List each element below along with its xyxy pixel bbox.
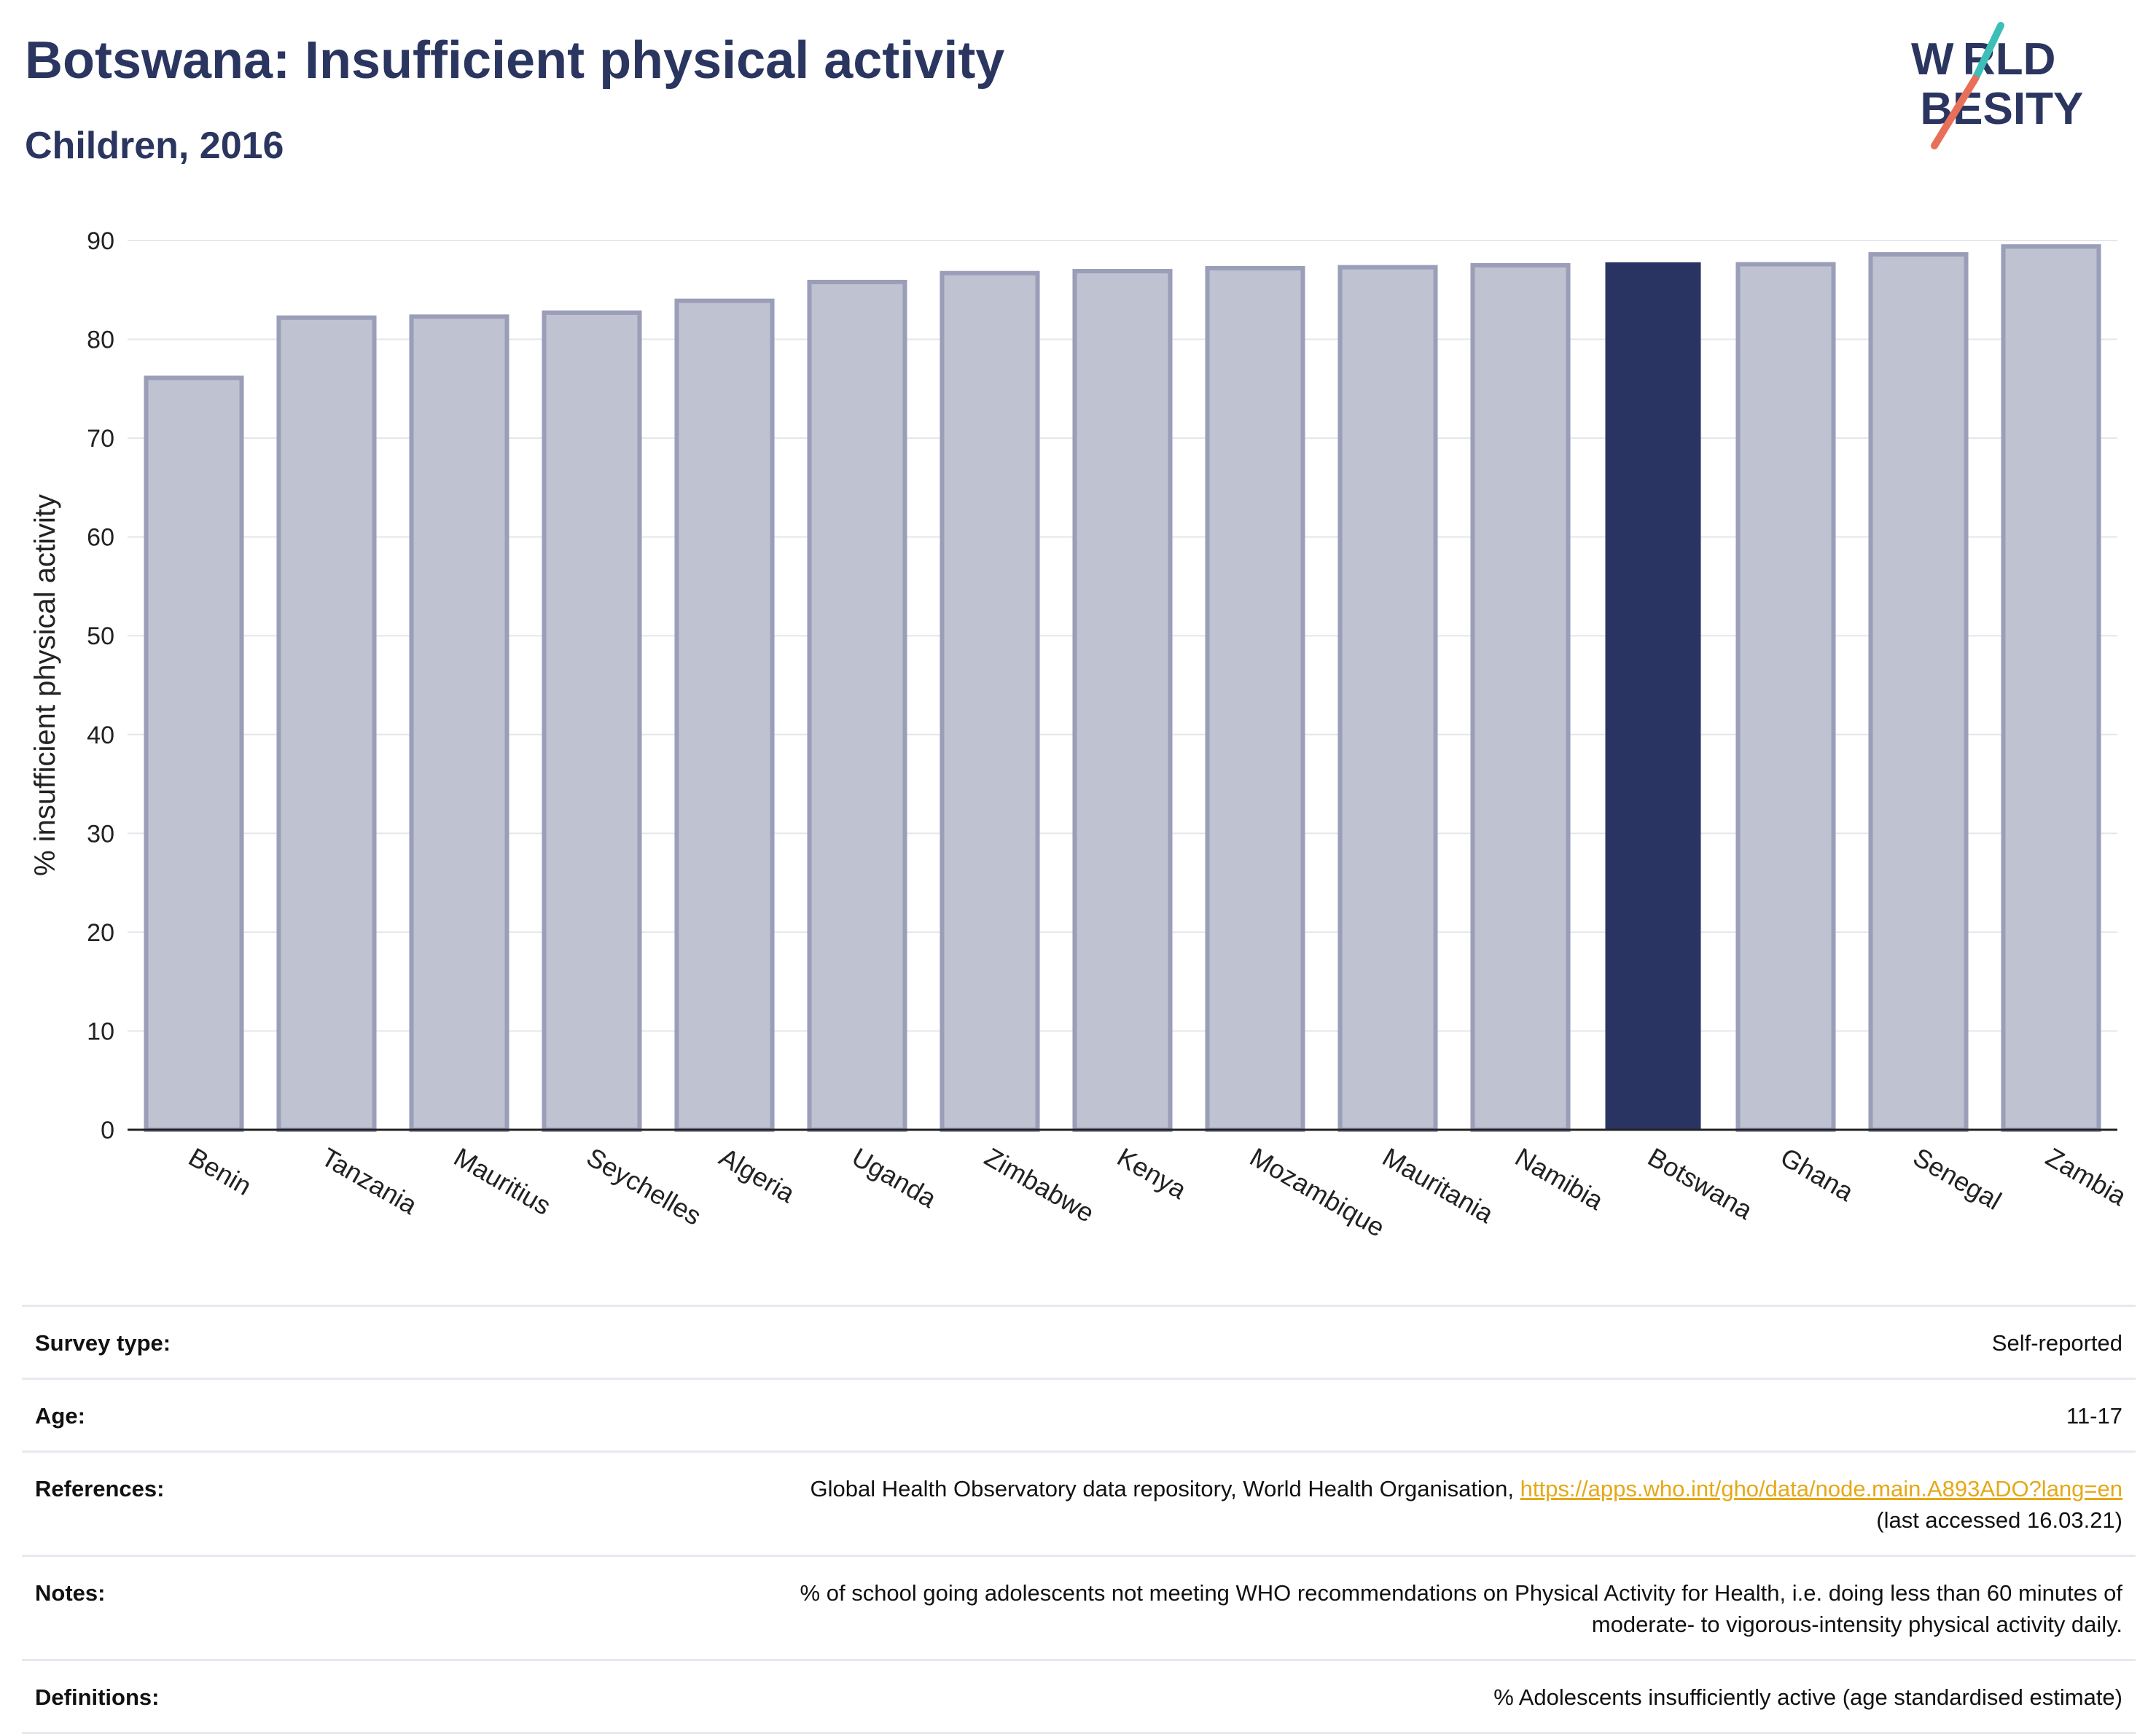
bar-tanzania bbox=[276, 315, 377, 1133]
info-row-references: References: Global Health Observatory da… bbox=[22, 1450, 2136, 1555]
x-tick-label: Mauritania bbox=[1378, 1141, 1499, 1229]
bar-uganda bbox=[807, 279, 907, 1132]
info-row-survey-type: Survey type: Self-reported bbox=[22, 1305, 2136, 1378]
chart-title: Botswana: Insufficient physical activity bbox=[25, 31, 1005, 90]
bar-zimbabwe bbox=[940, 270, 1040, 1133]
x-tick-label: Seychelles bbox=[582, 1141, 706, 1231]
logo-slash-teal bbox=[1972, 22, 2004, 82]
x-tick-label: Kenya bbox=[1112, 1141, 1192, 1205]
survey-type-value: Self-reported bbox=[1991, 1330, 2122, 1356]
info-row-notes: Notes: % of school going adolescents not… bbox=[22, 1555, 2136, 1659]
bar-namibia bbox=[1470, 262, 1571, 1132]
logo-line2: BESITY bbox=[1911, 84, 2083, 134]
y-tick-label: 90 bbox=[87, 227, 114, 255]
references-text: Global Health Observatory data repositor… bbox=[810, 1476, 1520, 1501]
age-value: 11-17 bbox=[2066, 1403, 2122, 1429]
x-tick-label: Namibia bbox=[1510, 1141, 1609, 1216]
y-tick-label: 70 bbox=[87, 425, 114, 453]
bar-algeria bbox=[674, 298, 775, 1133]
bar-ghana bbox=[1735, 262, 1836, 1133]
bar-mozambique bbox=[1205, 265, 1305, 1132]
logo-slash-coral bbox=[1931, 75, 1979, 149]
x-tick-label: Tanzania bbox=[316, 1141, 423, 1220]
age-label: Age: bbox=[35, 1403, 85, 1429]
bar-seychelles bbox=[542, 310, 642, 1132]
x-tick-label: Algeria bbox=[714, 1141, 800, 1208]
y-tick-label: 10 bbox=[87, 1018, 114, 1045]
x-tick-label: Senegal bbox=[1908, 1141, 2007, 1216]
bar-benin bbox=[144, 375, 244, 1132]
x-tick-label: Zimbabwe bbox=[980, 1141, 1099, 1228]
notes-label: Notes: bbox=[35, 1580, 106, 1606]
x-tick-label: Zambia bbox=[2041, 1141, 2132, 1211]
y-tick-label: 40 bbox=[87, 722, 114, 749]
info-row-definitions: Definitions: % Adolescents insufficientl… bbox=[22, 1659, 2136, 1734]
bar-mauritius bbox=[409, 314, 509, 1132]
chart-subtitle: Children, 2016 bbox=[25, 125, 284, 167]
y-tick-label: 0 bbox=[101, 1117, 114, 1144]
references-suffix: (last accessed 16.03.21) bbox=[1876, 1507, 2122, 1533]
world-obesity-logo: W RLD BESITY bbox=[1911, 22, 2083, 149]
references-link[interactable]: https://apps.who.int/gho/data/node.main.… bbox=[1520, 1476, 2122, 1501]
info-table: Survey type: Self-reported Age: 11-17 Re… bbox=[22, 1305, 2136, 1734]
y-tick-label: 30 bbox=[87, 820, 114, 848]
notes-value: % of school going adolescents not meetin… bbox=[800, 1577, 2122, 1640]
survey-type-label: Survey type: bbox=[35, 1330, 171, 1356]
x-tick-label: Botswana bbox=[1643, 1141, 1758, 1225]
definitions-label: Definitions: bbox=[35, 1684, 160, 1710]
definitions-value: % Adolescents insufficiently active (age… bbox=[1493, 1684, 2122, 1710]
bar-senegal bbox=[1868, 251, 1969, 1132]
references-value: Global Health Observatory data repositor… bbox=[811, 1473, 2122, 1536]
bar-mauritania bbox=[1337, 265, 1438, 1133]
bar-botswana bbox=[1605, 262, 1701, 1130]
x-tick-label: Uganda bbox=[847, 1141, 942, 1214]
info-row-age: Age: 11-17 bbox=[22, 1378, 2136, 1450]
notes-line1: % of school going adolescents not meetin… bbox=[800, 1580, 2122, 1606]
y-tick-label: 50 bbox=[87, 622, 114, 650]
bar-kenya bbox=[1072, 269, 1173, 1133]
bar-zambia bbox=[2001, 244, 2101, 1133]
y-axis-label: % insufficient physical activity bbox=[29, 494, 61, 876]
bar-chart: 0 10 20 30 40 50 60 70 80 90 Benin Tanzania Mauritiu… bbox=[29, 227, 2132, 1243]
y-tick-label: 80 bbox=[87, 327, 114, 354]
y-tick-label: 20 bbox=[87, 919, 114, 947]
x-tick-label: Benin bbox=[184, 1141, 257, 1201]
references-label: References: bbox=[35, 1476, 165, 1501]
x-tick-label: Mauritius bbox=[449, 1141, 556, 1221]
y-tick-label: 60 bbox=[87, 524, 114, 552]
x-tick-label: Mozambique bbox=[1245, 1141, 1390, 1243]
x-tick-label: Ghana bbox=[1776, 1141, 1859, 1207]
notes-line2: moderate- to vigorous-intensity physical… bbox=[1591, 1612, 2122, 1637]
